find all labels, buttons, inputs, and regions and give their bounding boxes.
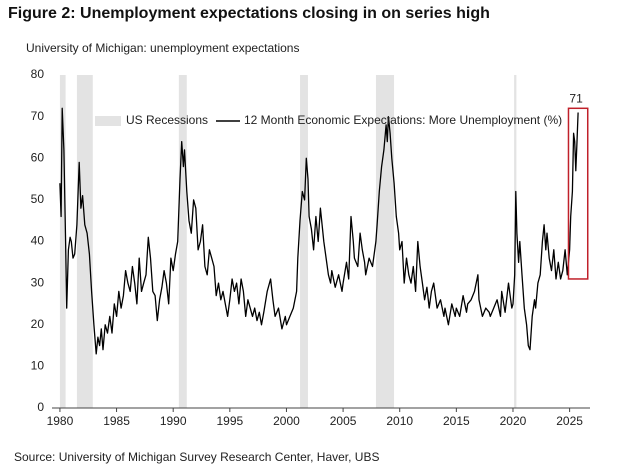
y-tick-label: 40: [31, 234, 45, 248]
x-tick-label: 2020: [500, 414, 527, 428]
recession-band: [375, 75, 395, 408]
y-tick-label: 30: [31, 275, 45, 289]
source-note: Source: University of Michigan Survey Re…: [14, 450, 379, 464]
recession-band: [300, 75, 308, 408]
x-tick-label: 2025: [556, 414, 583, 428]
recession-band: [178, 75, 187, 408]
y-tick-label: 50: [31, 192, 45, 206]
x-tick-label: 1985: [103, 414, 130, 428]
y-tick-label: 60: [31, 150, 45, 164]
annotation: 71: [569, 92, 583, 106]
x-tick-label: 1990: [160, 414, 187, 428]
series-line: [59, 107, 579, 355]
x-tick-label: 1995: [216, 414, 243, 428]
x-tick-label: 2005: [330, 414, 357, 428]
y-tick-label: 70: [31, 109, 45, 123]
x-tick-label: 2000: [273, 414, 300, 428]
chart-subtitle: University of Michigan: unemployment exp…: [26, 41, 299, 55]
y-tick-label: 0: [37, 400, 44, 414]
x-tick-label: 2015: [443, 414, 470, 428]
legend-label: 12 Month Economic Expectations: More Une…: [244, 113, 562, 127]
x-tick-label: 2010: [386, 414, 413, 428]
y-tick-label: 80: [31, 67, 45, 81]
recession-band: [59, 75, 66, 408]
chart-title: Figure 2: Unemployment expectations clos…: [8, 5, 490, 22]
y-tick-label: 20: [31, 317, 45, 331]
legend-label: US Recessions: [126, 113, 208, 127]
highlight-box: [567, 107, 589, 280]
recession-band: [76, 75, 93, 408]
legend-swatch: [95, 116, 121, 126]
y-tick-label: 10: [31, 359, 45, 373]
x-tick-label: 1980: [47, 414, 74, 428]
